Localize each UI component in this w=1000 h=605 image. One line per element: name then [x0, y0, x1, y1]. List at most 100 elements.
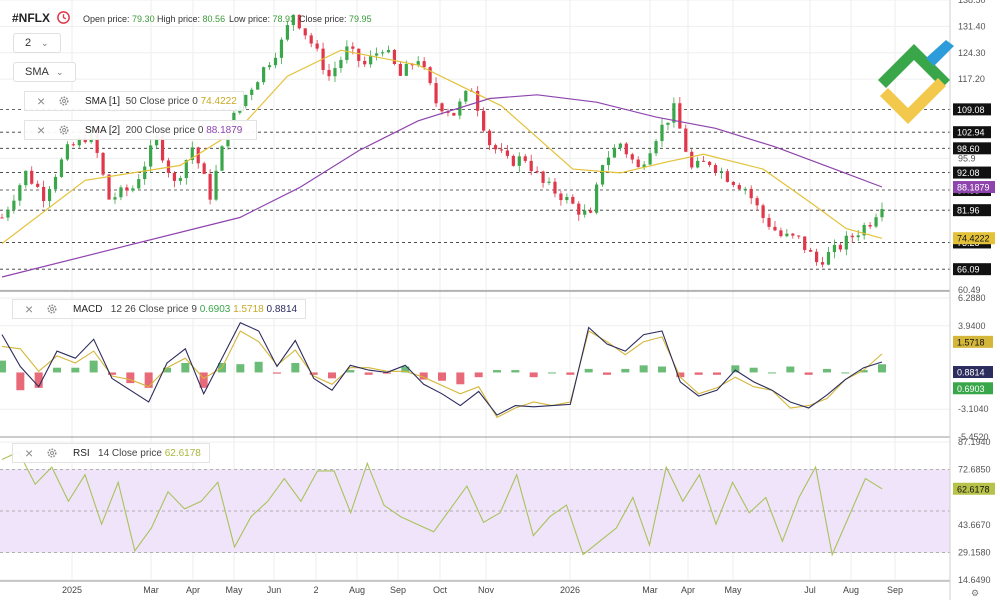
top-toolbar: #NFLX Open price: 79.30 High price: 80.5… — [0, 0, 950, 36]
macd-histogram-bar — [694, 372, 703, 375]
candle-body — [666, 122, 670, 125]
candle — [559, 190, 563, 206]
price-level-tag: 102.94 — [953, 126, 991, 139]
macd-histogram-bar — [658, 366, 666, 373]
candle — [101, 152, 105, 177]
candle-body — [696, 160, 700, 168]
macd-histogram-bar — [529, 372, 538, 378]
symbol-label: #NFLX — [12, 11, 51, 25]
candle — [125, 184, 129, 197]
sma1-value: 74.4222 — [200, 96, 237, 107]
candle-body — [137, 179, 141, 189]
candle — [345, 40, 349, 64]
candle-body — [0, 217, 4, 219]
sma200-line — [1, 94, 883, 278]
sma50-line — [1, 49, 883, 244]
candle-body — [279, 39, 284, 58]
candle-body — [101, 152, 105, 175]
macd-histogram-bar — [163, 367, 171, 373]
candle — [315, 40, 319, 52]
gear-icon[interactable] — [46, 447, 58, 459]
candle — [119, 185, 123, 201]
sma-value-tag-bg — [953, 232, 995, 245]
x-tick-label: Mar — [642, 585, 658, 595]
close-icon[interactable]: × — [25, 445, 34, 461]
candle-body — [59, 159, 64, 177]
gear-icon[interactable] — [46, 303, 58, 315]
high-value: 80.56 — [202, 14, 226, 24]
candle — [571, 194, 575, 205]
x-tick-label: 2026 — [560, 585, 580, 595]
price-series — [0, 14, 884, 278]
candle-body — [523, 156, 527, 161]
candle — [65, 141, 70, 162]
value-tags: 109.08102.9498.6092.0887.3881.9673.2866.… — [953, 103, 995, 495]
macd-value-tag-bg — [953, 335, 993, 348]
candle-body — [374, 53, 379, 56]
candle-body — [6, 209, 10, 218]
price-level-tag-text: 66.09 — [957, 265, 980, 275]
macd-histogram-bar — [474, 372, 483, 378]
candle — [666, 122, 670, 131]
candle — [256, 81, 260, 90]
candle-body — [529, 160, 533, 172]
candle-body — [583, 210, 587, 215]
candle — [386, 45, 391, 54]
macd-legend-text: MACD 12 26 Close price 9 0.6903 1.5718 0… — [73, 304, 297, 315]
candle-body — [684, 128, 688, 152]
candle — [487, 129, 492, 151]
x-tick-label: 2 — [313, 585, 318, 595]
candle — [511, 154, 515, 167]
rsi-legend[interactable]: × RSI 14 Close price 62.6178 — [12, 443, 210, 463]
candle — [42, 180, 46, 208]
gear-icon[interactable] — [58, 95, 70, 107]
candle-body — [113, 197, 117, 200]
candle — [636, 156, 640, 168]
candle — [184, 159, 188, 185]
close-icon[interactable]: × — [25, 301, 34, 317]
candle — [392, 48, 397, 66]
candle-body — [464, 90, 468, 102]
candle — [803, 236, 807, 254]
sma1-legend-text: SMA [1] 50 Close price 0 74.4222 — [85, 96, 237, 107]
candle-body — [24, 170, 28, 186]
macd-histogram-bar — [676, 372, 685, 378]
candle — [482, 107, 486, 133]
candle — [220, 145, 224, 172]
macd-value-1: 0.6903 — [199, 304, 231, 315]
sma2-legend[interactable]: × SMA [2] 200 Close price 0 88.1879 — [24, 120, 257, 140]
macd-legend[interactable]: × MACD 12 26 Close price 9 0.6903 1.5718… — [12, 299, 306, 319]
candle — [131, 185, 135, 193]
line-width-select[interactable]: 2 ⌄ — [13, 33, 61, 53]
candle-body — [577, 203, 581, 215]
close-icon[interactable]: × — [37, 93, 46, 109]
candle — [202, 161, 206, 175]
sma1-legend[interactable]: × SMA [1] 50 Close price 0 74.4222 — [24, 91, 244, 111]
candle — [59, 157, 64, 179]
open-label: Open price: — [83, 14, 130, 24]
candle — [244, 94, 248, 109]
gear-icon[interactable] — [58, 124, 70, 136]
candle — [452, 112, 456, 116]
x-tick-label: Sep — [887, 585, 903, 595]
macd-histogram-bar — [346, 370, 355, 373]
clock-icon[interactable] — [56, 10, 71, 25]
price-level-tag-bg — [953, 204, 991, 217]
candle-body — [737, 184, 741, 190]
candle — [357, 48, 361, 68]
candle-body — [755, 198, 759, 206]
candle-body — [767, 217, 771, 227]
candle — [143, 161, 147, 185]
candle-body — [606, 157, 611, 166]
indicator-type-select[interactable]: SMA ⌄ — [13, 62, 76, 82]
close-icon[interactable]: × — [37, 122, 46, 138]
candle-body — [636, 159, 640, 168]
macd-histogram-bar — [401, 366, 410, 373]
candle — [24, 170, 28, 189]
sma-value-tag-text: 88.1879 — [957, 183, 990, 193]
macd-histogram-bar — [328, 372, 336, 379]
sma1-params: 50 Close price 0 — [125, 96, 198, 107]
candle — [600, 164, 605, 187]
